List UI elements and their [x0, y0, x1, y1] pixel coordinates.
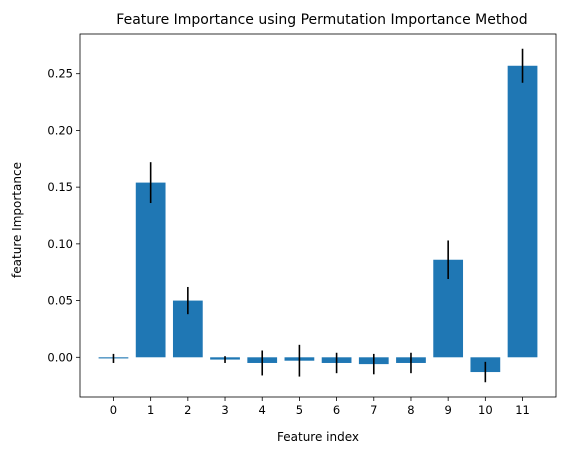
plot-frame — [79, 33, 557, 398]
x-tick-label-9: 9 — [444, 403, 451, 417]
y-tick-label-5: 0.25 — [47, 67, 73, 81]
x-tick-label-11: 11 — [515, 403, 530, 417]
x-tick-label-7: 7 — [370, 403, 377, 417]
y-axis-label: feature Importance — [10, 162, 24, 278]
x-tick-label-3: 3 — [221, 403, 228, 417]
x-tick-label-10: 10 — [478, 403, 493, 417]
x-axis-label: Feature index — [277, 430, 359, 444]
x-tick-label-5: 5 — [296, 403, 303, 417]
bar-1 — [135, 182, 166, 358]
chart-title: Feature Importance using Permutation Imp… — [116, 12, 527, 28]
y-tick-label-2: 0.10 — [47, 237, 73, 251]
x-tick-label-4: 4 — [259, 403, 266, 417]
x-axis: 0 1 2 3 4 5 6 7 8 9 10 11 — [110, 397, 530, 417]
x-tick-label-0: 0 — [110, 403, 117, 417]
x-tick-label-1: 1 — [147, 403, 154, 417]
bars-group — [98, 65, 538, 373]
y-tick-label-4: 0.20 — [47, 123, 73, 137]
y-tick-label-1: 0.05 — [47, 294, 73, 308]
x-tick-label-6: 6 — [333, 403, 340, 417]
x-tick-label-8: 8 — [407, 403, 414, 417]
bar-11 — [507, 65, 538, 358]
y-tick-label-3: 0.15 — [47, 180, 73, 194]
x-tick-label-2: 2 — [184, 403, 191, 417]
y-axis: 0.00 0.05 0.10 0.15 0.20 0.25 — [47, 67, 80, 364]
errorbars-group — [112, 48, 524, 383]
y-tick-label-0: 0.00 — [47, 350, 73, 364]
